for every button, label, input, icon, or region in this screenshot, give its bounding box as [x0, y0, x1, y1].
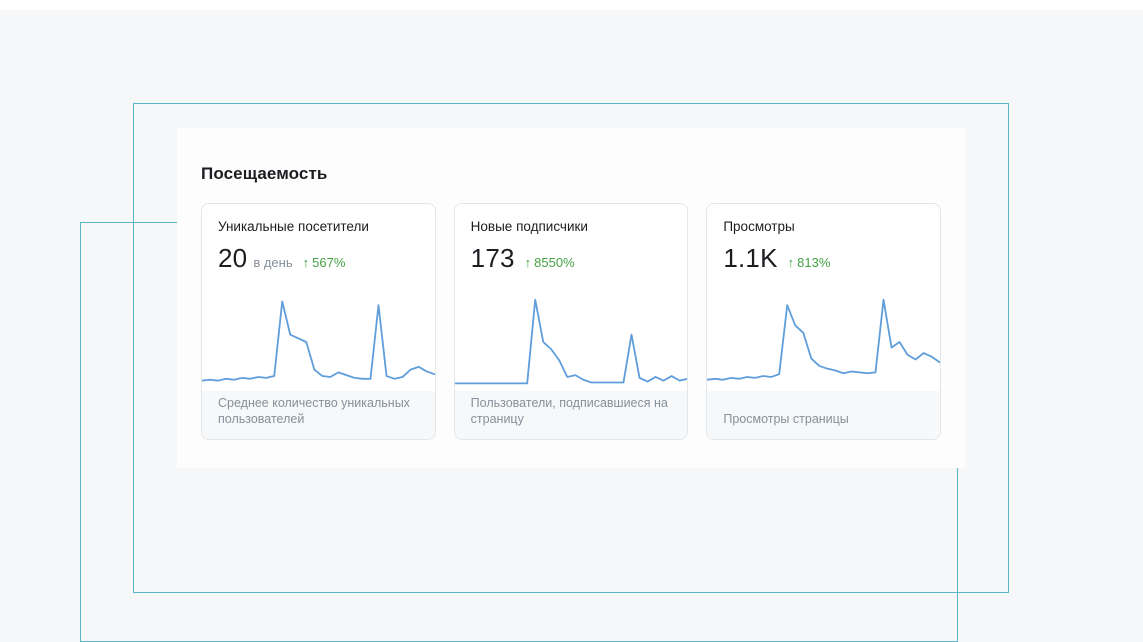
card-value: 173: [470, 243, 515, 273]
arrow-up-icon: ↑: [302, 255, 310, 270]
arrow-up-icon: ↑: [787, 255, 795, 270]
card-change-value: 8550%: [534, 255, 575, 270]
card-footer-text: Просмотры страницы: [723, 412, 849, 426]
stat-card-unique-visitors[interactable]: Уникальные посетители 20 в день ↑ 567% С…: [201, 203, 436, 440]
card-value-row: 1.1K ↑ 813%: [723, 243, 924, 274]
card-header: Просмотры 1.1K ↑ 813%: [707, 204, 940, 274]
card-value: 20: [218, 243, 248, 273]
card-change: ↑ 813%: [788, 255, 831, 270]
card-footer: Среднее количество уникальных пользовате…: [202, 391, 435, 439]
sparkline-chart: [707, 291, 940, 391]
card-change-value: 567%: [312, 255, 346, 270]
panel-title: Посещаемость: [201, 164, 328, 183]
card-title: Новые подписчики: [470, 219, 588, 234]
card-change-value: 813%: [797, 255, 831, 270]
card-footer: Пользователи, подписавшиеся на страницу: [454, 391, 688, 439]
card-title: Уникальные посетители: [218, 219, 369, 234]
arrow-up-icon: ↑: [524, 255, 532, 270]
card-header: Уникальные посетители 20 в день ↑ 567%: [202, 204, 435, 274]
card-value-row: 173 ↑ 8550%: [471, 243, 672, 274]
card-footer: Просмотры страницы: [707, 391, 941, 439]
stat-card-views[interactable]: Просмотры 1.1K ↑ 813% Просмотры страницы: [706, 203, 942, 440]
card-footer-text: Среднее количество уникальных пользовате…: [218, 396, 410, 426]
card-footer-text: Пользователи, подписавшиеся на страницу: [470, 396, 668, 426]
card-value: 1.1K: [723, 243, 778, 273]
card-value-row: 20 в день ↑ 567%: [218, 243, 419, 274]
card-header: Новые подписчики 173 ↑ 8550%: [455, 204, 688, 274]
top-strip: [0, 0, 1143, 10]
card-title: Просмотры: [723, 219, 795, 234]
card-value-suffix: в день: [253, 255, 293, 270]
sparkline-chart: [455, 291, 688, 391]
stat-card-new-subscribers[interactable]: Новые подписчики 173 ↑ 8550% Пользовател…: [453, 203, 689, 440]
card-change: ↑ 8550%: [525, 255, 575, 270]
sparkline-chart: [202, 291, 435, 391]
visits-panel: Посещаемость Уникальные посетители 20 в …: [177, 128, 965, 468]
stat-cards-row: Уникальные посетители 20 в день ↑ 567% С…: [201, 203, 942, 440]
card-change: ↑ 567%: [303, 255, 346, 270]
